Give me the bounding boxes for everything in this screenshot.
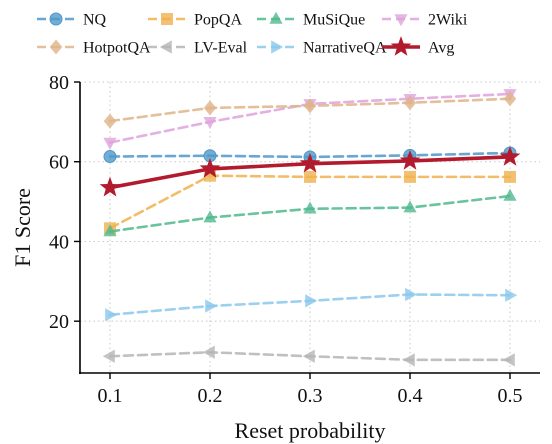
series-musique: [103, 188, 517, 237]
data-point-lv-eval: [302, 349, 315, 363]
series-lv-eval: [102, 345, 515, 367]
data-point-hotpotqa: [203, 100, 217, 116]
legend-marker: [390, 36, 412, 56]
data-point-avg: [99, 176, 121, 197]
data-point-narrativeqa: [505, 288, 518, 302]
x-tick-label: 0.4: [398, 385, 423, 407]
legend-label: Avg: [428, 40, 454, 57]
data-point-musique: [403, 200, 417, 213]
legend-item-musique: MuSiQue: [257, 12, 365, 29]
data-point-lv-eval: [102, 349, 115, 363]
data-point-popqa: [504, 170, 516, 183]
legend-label: 2Wiki: [428, 12, 468, 29]
data-point-popqa: [304, 170, 316, 183]
data-point-narrativeqa: [305, 294, 318, 308]
data-point-musique: [103, 224, 117, 237]
grid-lines: [80, 81, 540, 373]
data-point-hotpotqa: [403, 95, 417, 111]
data-point-narrativeqa: [105, 308, 118, 322]
x-tick-label: 0.3: [298, 385, 323, 407]
x-tick-label: 0.2: [198, 385, 223, 407]
legend-item-lv-eval: LV-Eval: [148, 40, 248, 57]
data-point-lv-eval: [402, 353, 415, 367]
legend-marker: [49, 39, 63, 55]
data-point-lv-eval: [202, 345, 215, 359]
data-point-musique: [503, 188, 517, 201]
data-point-musique: [303, 201, 317, 214]
data-point-musique: [203, 210, 217, 223]
legend-marker: [161, 13, 173, 25]
legend-marker: [159, 40, 172, 54]
legend: NQ PopQA MuSiQue 2Wiki HotpotQA LV-Eval Narrat…: [37, 12, 468, 57]
legend-item-2wiki: 2Wiki: [382, 12, 468, 29]
x-axis-label: Reset probability: [235, 418, 386, 443]
legend-marker: [269, 11, 283, 24]
legend-item-hotpotqa: HotpotQA: [37, 39, 151, 57]
y-tick-label: 60: [49, 152, 69, 174]
data-point-2wiki: [203, 117, 217, 130]
y-axis-label: F1 Score: [10, 188, 35, 267]
legend-item-popqa: PopQA: [148, 12, 242, 29]
data-point-avg: [299, 152, 321, 173]
legend-item-avg: Avg: [382, 36, 454, 57]
x-tick-label: 0.1: [98, 385, 123, 407]
legend-label: NQ: [83, 12, 107, 29]
legend-label: NarrativeQA: [303, 40, 387, 57]
legend-label: PopQA: [194, 12, 242, 29]
legend-marker: [271, 40, 284, 54]
x-tick-label: 0.5: [498, 385, 523, 407]
legend-label: HotpotQA: [83, 40, 151, 57]
series-avg: [99, 146, 521, 197]
data-point-2wiki: [103, 137, 117, 150]
data-point-avg: [199, 158, 221, 178]
y-tick-label: 20: [49, 311, 69, 333]
data-point-avg: [399, 150, 421, 170]
series-popqa: [104, 169, 516, 235]
data-point-hotpotqa: [303, 98, 317, 114]
data-point-narrativeqa: [405, 287, 418, 302]
legend-marker: [394, 14, 408, 27]
y-tick-label: 40: [49, 231, 69, 253]
axes: 0.1 0.2 0.3 0.4 0.5 20 40 60 80: [49, 72, 540, 407]
data-point-avg: [499, 146, 521, 166]
data-point-nq: [103, 150, 117, 164]
legend-item-narrativeqa: NarrativeQA: [257, 40, 387, 57]
data-point-hotpotqa: [503, 91, 517, 107]
legend-item-nq: NQ: [37, 12, 107, 29]
legend-label: LV-Eval: [194, 40, 248, 57]
legend-label: MuSiQue: [303, 12, 365, 29]
data-point-hotpotqa: [103, 113, 117, 129]
series-narrativeqa: [105, 287, 518, 322]
series-hotpotqa: [103, 91, 517, 129]
series-layer: [99, 89, 521, 367]
y-tick-label: 80: [49, 72, 69, 94]
data-point-narrativeqa: [205, 299, 218, 313]
data-point-lv-eval: [502, 353, 515, 367]
data-point-popqa: [404, 170, 416, 183]
legend-marker: [49, 12, 63, 26]
